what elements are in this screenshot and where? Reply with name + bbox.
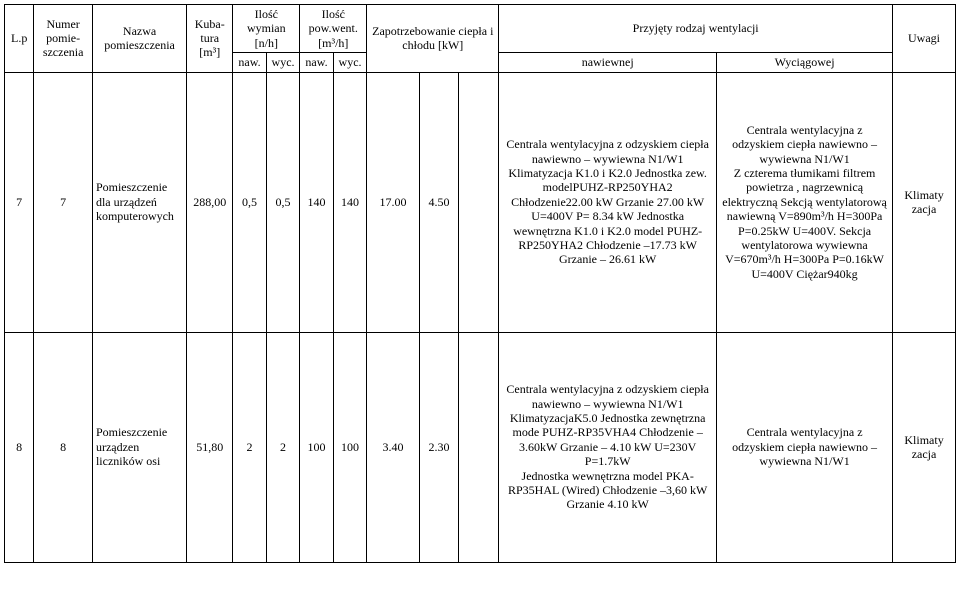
cell-nawiewnej: Centrala wentylacyjna z odzyskiem ciepła… [499,332,717,562]
cell-num: 7 [34,72,93,332]
cell-naw-n: 2 [233,332,267,562]
cell-naw-m: 100 [300,332,334,562]
col-ilosc-wymian: Ilość wymian [n/h] [233,5,300,53]
cell-z3 [459,332,499,562]
col-lp: L.p [5,5,34,73]
col-nazwa: Nazwa pomieszczenia [92,5,186,73]
col-przyjety: Przyjęty rodzaj wentylacji [499,5,893,53]
cell-kuba: 51,80 [187,332,233,562]
cell-lp: 7 [5,72,34,332]
cell-kuba: 288,00 [187,72,233,332]
cell-wyciagowej: Centrala wentylacyjna z odzyskiem ciepła… [717,332,893,562]
cell-num: 8 [34,332,93,562]
cell-z1: 17.00 [367,72,419,332]
sub-naw1: naw. [233,53,267,72]
cell-naw-m: 140 [300,72,334,332]
col-ilosc-pow: Ilość pow.went. [m³/h] [300,5,367,53]
cell-wyc-m: 140 [333,72,367,332]
ventilation-table: L.p Numer pomie-szczenia Nazwa pomieszcz… [4,4,956,563]
table-row: 77Pomieszczenie dla urządzeń komputerowy… [5,72,956,332]
cell-z2: 4.50 [419,72,459,332]
sub-wyciagowej: Wyciągowej [717,53,893,72]
cell-wyc-n: 0,5 [266,72,300,332]
cell-uwagi: Klimaty zacja [893,72,956,332]
cell-wyc-m: 100 [333,332,367,562]
sub-nawiewnej: nawiewnej [499,53,717,72]
sub-wyc2: wyc. [333,53,367,72]
cell-nazwa: Pomieszczenie dla urządzeń komputerowych [92,72,186,332]
cell-z3 [459,72,499,332]
cell-lp: 8 [5,332,34,562]
table-row: 88Pomieszczenie urządzen liczników osi51… [5,332,956,562]
cell-z2: 2.30 [419,332,459,562]
cell-wyc-n: 2 [266,332,300,562]
cell-nazwa: Pomieszczenie urządzen liczników osi [92,332,186,562]
sub-naw2: naw. [300,53,334,72]
col-numer: Numer pomie-szczenia [34,5,93,73]
cell-uwagi: Klimaty zacja [893,332,956,562]
col-zapo: Zapotrzebowanie ciepła i chłodu [kW] [367,5,499,73]
sub-wyc1: wyc. [266,53,300,72]
cell-z1: 3.40 [367,332,419,562]
col-uwagi: Uwagi [893,5,956,73]
cell-nawiewnej: Centrala wentylacyjna z odzyskiem ciepła… [499,72,717,332]
col-kuba: Kuba-tura [m³] [187,5,233,73]
cell-naw-n: 0,5 [233,72,267,332]
cell-wyciagowej: Centrala wentylacyjna z odzyskiem ciepła… [717,72,893,332]
